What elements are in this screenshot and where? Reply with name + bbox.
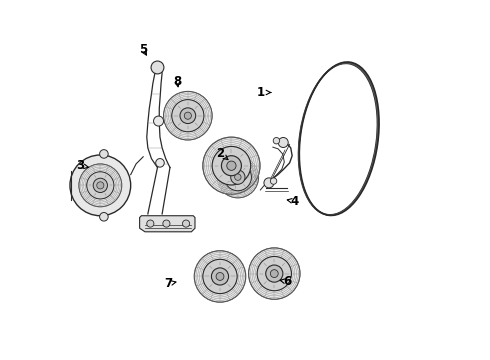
Circle shape: [99, 212, 108, 221]
Text: 7: 7: [164, 277, 176, 290]
Circle shape: [227, 161, 236, 170]
Text: 8: 8: [173, 75, 181, 88]
Text: 6: 6: [280, 275, 292, 288]
Circle shape: [180, 108, 196, 123]
Text: 5: 5: [139, 43, 147, 56]
Circle shape: [203, 137, 260, 194]
Circle shape: [273, 138, 280, 144]
Circle shape: [216, 273, 224, 280]
Polygon shape: [140, 216, 195, 232]
Circle shape: [224, 163, 251, 191]
Circle shape: [70, 155, 131, 216]
Text: 1: 1: [257, 86, 271, 99]
Text: 4: 4: [287, 195, 299, 208]
Circle shape: [153, 116, 164, 126]
Circle shape: [212, 147, 251, 185]
Circle shape: [270, 178, 277, 184]
Circle shape: [278, 138, 288, 148]
Circle shape: [163, 220, 170, 227]
Circle shape: [164, 91, 212, 140]
Circle shape: [87, 172, 114, 199]
Circle shape: [79, 164, 122, 207]
Circle shape: [257, 256, 292, 291]
Circle shape: [231, 170, 245, 184]
Circle shape: [97, 182, 104, 189]
Circle shape: [151, 61, 164, 74]
Circle shape: [235, 174, 241, 180]
Text: 2: 2: [216, 147, 228, 160]
Circle shape: [99, 150, 108, 158]
Circle shape: [270, 270, 278, 278]
Circle shape: [156, 158, 164, 167]
Circle shape: [182, 220, 190, 227]
Circle shape: [264, 178, 274, 188]
Circle shape: [221, 156, 242, 176]
Circle shape: [194, 251, 245, 302]
Circle shape: [217, 157, 259, 198]
Circle shape: [248, 248, 300, 299]
Circle shape: [203, 259, 237, 294]
Circle shape: [266, 265, 283, 282]
Text: 3: 3: [76, 159, 88, 172]
Circle shape: [93, 178, 107, 193]
Circle shape: [147, 220, 154, 227]
Circle shape: [184, 112, 192, 119]
Circle shape: [172, 100, 204, 132]
Circle shape: [211, 268, 228, 285]
